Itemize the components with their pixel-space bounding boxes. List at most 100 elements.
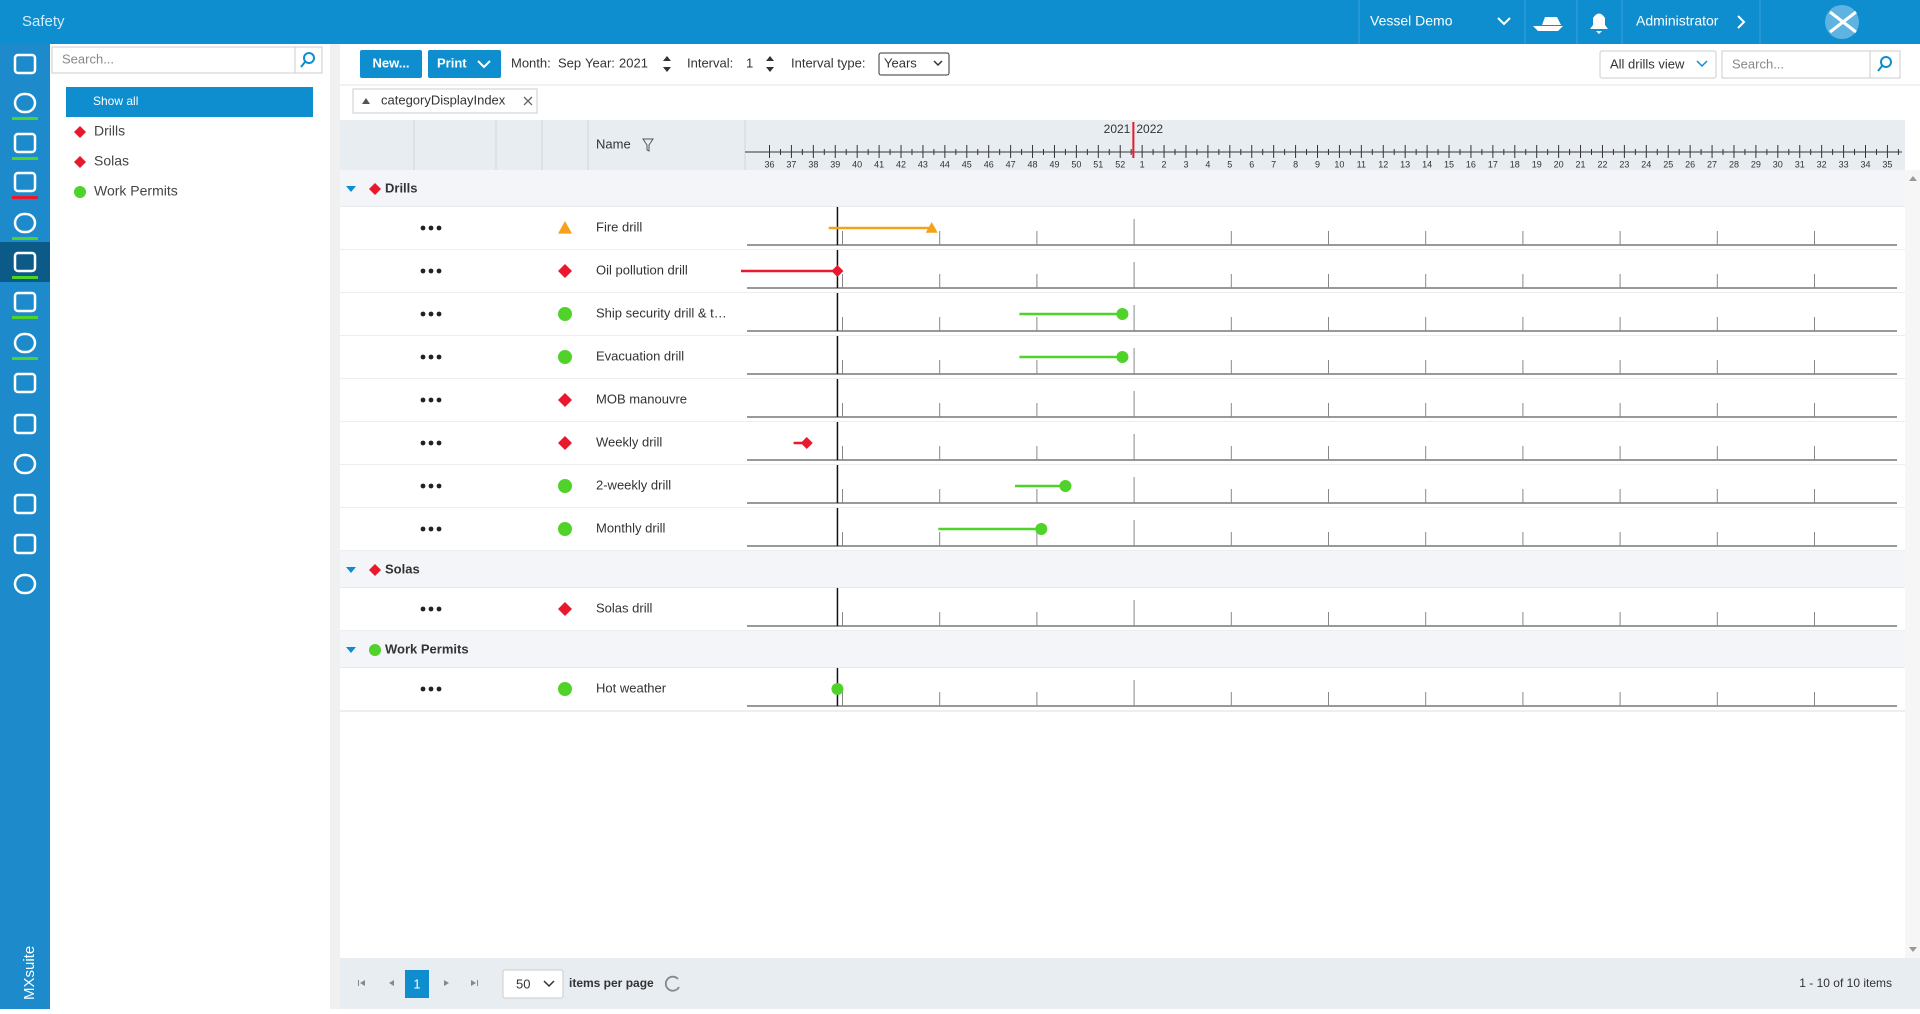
name-filter[interactable] bbox=[642, 138, 654, 152]
tree-item[interactable]: Solas bbox=[94, 153, 129, 169]
row-menu[interactable] bbox=[436, 354, 442, 360]
row-menu[interactable] bbox=[428, 686, 434, 692]
splitter[interactable] bbox=[330, 44, 340, 1009]
group-toggle[interactable] bbox=[346, 567, 356, 573]
bar-end bbox=[1116, 351, 1129, 363]
row[interactable] bbox=[340, 668, 1905, 711]
row-menu[interactable] bbox=[420, 483, 426, 489]
row[interactable] bbox=[340, 588, 1905, 631]
module-icon[interactable] bbox=[13, 92, 37, 114]
row-menu[interactable] bbox=[436, 686, 442, 692]
prev-page[interactable] bbox=[389, 980, 394, 986]
row[interactable] bbox=[340, 207, 1905, 250]
interval-spinner[interactable] bbox=[766, 56, 774, 72]
row-menu[interactable] bbox=[436, 268, 442, 274]
module-icon[interactable] bbox=[13, 413, 37, 435]
row-menu[interactable] bbox=[428, 483, 434, 489]
refresh[interactable] bbox=[664, 975, 680, 992]
chip-remove[interactable] bbox=[523, 96, 533, 106]
module-icon[interactable] bbox=[13, 573, 37, 595]
group-toggle[interactable] bbox=[346, 186, 356, 192]
row-menu[interactable] bbox=[420, 311, 426, 317]
bar-end bbox=[800, 437, 813, 449]
new-button[interactable] bbox=[360, 50, 422, 78]
module-icon[interactable] bbox=[13, 53, 37, 75]
current-page[interactable] bbox=[405, 970, 429, 998]
week-label: 49 bbox=[1049, 159, 1059, 169]
row-menu[interactable] bbox=[428, 225, 434, 231]
row[interactable] bbox=[340, 379, 1905, 422]
print-button[interactable] bbox=[428, 50, 501, 78]
tree-search[interactable] bbox=[51, 46, 323, 74]
user-menu[interactable]: Administrator bbox=[1636, 13, 1719, 29]
row-menu[interactable] bbox=[436, 526, 442, 532]
active-module bbox=[0, 242, 50, 282]
module-icon[interactable] bbox=[13, 372, 37, 394]
module-icon[interactable] bbox=[13, 332, 37, 354]
notifications[interactable] bbox=[1590, 13, 1608, 35]
interval-value[interactable]: 1 bbox=[746, 55, 753, 70]
row-menu[interactable] bbox=[420, 397, 426, 403]
vessel-selector[interactable]: Vessel Demo bbox=[1370, 13, 1453, 29]
year-spinner[interactable] bbox=[663, 56, 671, 72]
module-status bbox=[12, 117, 38, 120]
name-column-header[interactable]: Name bbox=[596, 136, 631, 151]
tree-item[interactable]: Show all bbox=[93, 94, 138, 108]
row-menu[interactable] bbox=[436, 311, 442, 317]
module-icon[interactable] bbox=[13, 171, 37, 193]
row-menu[interactable] bbox=[428, 606, 434, 612]
row-menu[interactable] bbox=[428, 354, 434, 360]
group-row[interactable] bbox=[340, 170, 1905, 207]
tree-item-selected[interactable] bbox=[66, 87, 313, 117]
group-toggle[interactable] bbox=[346, 647, 356, 653]
ship-icon[interactable] bbox=[1533, 17, 1563, 31]
tree-item[interactable]: Work Permits bbox=[94, 183, 178, 199]
view-select[interactable] bbox=[1599, 50, 1717, 79]
module-icon[interactable] bbox=[13, 251, 37, 273]
row-menu[interactable] bbox=[420, 268, 426, 274]
group-row[interactable] bbox=[340, 631, 1905, 668]
status-icon bbox=[558, 522, 572, 536]
month-value[interactable]: Sep bbox=[558, 55, 581, 70]
module-icon[interactable] bbox=[13, 493, 37, 515]
group-row[interactable] bbox=[340, 551, 1905, 588]
row-menu[interactable] bbox=[420, 606, 426, 612]
module-icon[interactable] bbox=[13, 533, 37, 555]
row[interactable] bbox=[340, 250, 1905, 293]
module-icon[interactable] bbox=[13, 453, 37, 475]
group-chip[interactable] bbox=[352, 88, 538, 114]
week-label: 16 bbox=[1466, 159, 1476, 169]
interval-type-select[interactable] bbox=[878, 52, 950, 76]
row-menu[interactable] bbox=[428, 311, 434, 317]
next-page[interactable] bbox=[444, 980, 449, 986]
row[interactable] bbox=[340, 508, 1905, 551]
row-menu[interactable] bbox=[436, 440, 442, 446]
row-menu[interactable] bbox=[428, 397, 434, 403]
row-menu[interactable] bbox=[420, 526, 426, 532]
status-icon bbox=[369, 644, 381, 656]
row-menu[interactable] bbox=[436, 397, 442, 403]
tree-item[interactable]: Drills bbox=[94, 123, 125, 139]
row-menu[interactable] bbox=[428, 268, 434, 274]
module-icon[interactable] bbox=[13, 132, 37, 154]
row-menu[interactable] bbox=[436, 225, 442, 231]
row-menu[interactable] bbox=[436, 606, 442, 612]
row-menu[interactable] bbox=[420, 225, 426, 231]
year-value[interactable]: 2021 bbox=[619, 55, 648, 70]
last-page[interactable] bbox=[471, 980, 478, 986]
row[interactable] bbox=[340, 465, 1905, 508]
row[interactable] bbox=[340, 422, 1905, 465]
scrollbar[interactable] bbox=[1905, 170, 1920, 958]
row-menu[interactable] bbox=[428, 526, 434, 532]
row-menu[interactable] bbox=[420, 440, 426, 446]
row-menu[interactable] bbox=[428, 440, 434, 446]
row-menu[interactable] bbox=[420, 686, 426, 692]
status-icon bbox=[558, 264, 572, 278]
first-page[interactable] bbox=[358, 980, 365, 986]
module-icon[interactable] bbox=[13, 291, 37, 313]
row-menu[interactable] bbox=[420, 354, 426, 360]
page-size-select[interactable] bbox=[502, 969, 564, 999]
module-icon[interactable] bbox=[13, 212, 37, 234]
row-menu[interactable] bbox=[436, 483, 442, 489]
week-label: 13 bbox=[1400, 159, 1410, 169]
